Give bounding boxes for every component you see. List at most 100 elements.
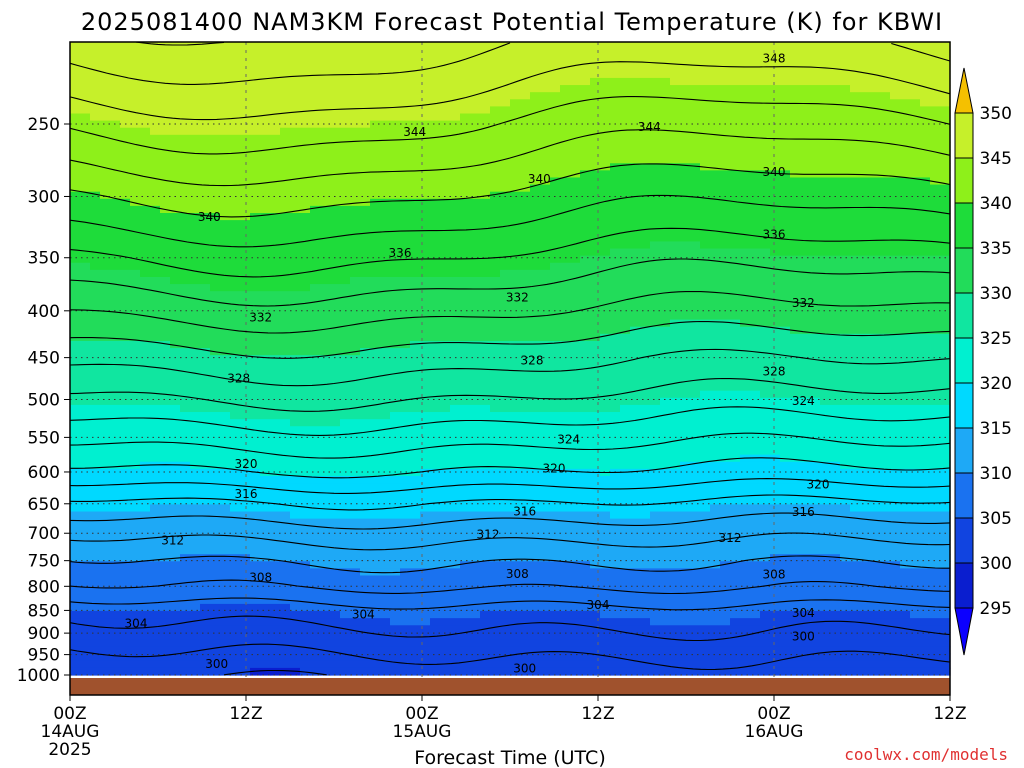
theta-cell (130, 468, 141, 477)
theta-cell (450, 276, 461, 285)
theta-cell (580, 639, 591, 648)
theta-cell (430, 539, 441, 548)
theta-cell (610, 490, 621, 498)
theta-cell (390, 447, 401, 456)
theta-cell (310, 518, 321, 527)
theta-cell (300, 475, 311, 484)
theta-cell (130, 518, 141, 527)
theta-cell (290, 248, 301, 257)
theta-cell (280, 554, 291, 562)
theta-cell (370, 227, 381, 235)
theta-cell (160, 276, 171, 285)
theta-cell (270, 276, 281, 285)
theta-cell (590, 582, 601, 591)
theta-cell (460, 205, 471, 214)
theta-cell (590, 56, 601, 65)
theta-cell (440, 191, 451, 200)
theta-cell (490, 262, 501, 271)
theta-cell (430, 426, 441, 434)
theta-cell (440, 554, 451, 562)
theta-cell (290, 348, 301, 356)
theta-cell (90, 582, 101, 591)
theta-cell (560, 547, 571, 555)
theta-cell (260, 63, 271, 72)
theta-cell (130, 99, 141, 107)
theta-cell (490, 106, 501, 115)
theta-cell (260, 419, 271, 427)
theta-cell (360, 63, 371, 72)
theta-cell (90, 298, 101, 306)
theta-cell (130, 660, 141, 669)
theta-cell (550, 205, 561, 214)
theta-cell (590, 141, 601, 150)
theta-cell (520, 625, 531, 633)
theta-cell (260, 141, 271, 150)
theta-cell (90, 284, 101, 292)
theta-cell (160, 433, 171, 442)
theta-cell (360, 397, 371, 406)
theta-cell (260, 426, 271, 434)
theta-cell (570, 490, 581, 498)
theta-cell (450, 77, 461, 86)
theta-cell (360, 447, 371, 456)
theta-cell (190, 532, 201, 541)
theta-cell (570, 646, 581, 655)
theta-cell (480, 284, 491, 292)
theta-cell (250, 177, 261, 186)
theta-cell (590, 63, 601, 72)
theta-cell (340, 269, 351, 278)
theta-cell (410, 646, 421, 655)
theta-cell (370, 355, 381, 363)
theta-cell (250, 49, 261, 58)
theta-cell (370, 639, 381, 648)
theta-cell (380, 220, 391, 228)
theta-cell (610, 483, 621, 491)
theta-cell (110, 490, 121, 498)
theta-cell (390, 49, 401, 58)
theta-cell (160, 426, 171, 434)
theta-cell (610, 255, 621, 264)
theta-cell (540, 276, 551, 285)
theta-cell (250, 568, 261, 577)
theta-cell (270, 134, 281, 143)
theta-cell (370, 134, 381, 143)
theta-cell (310, 220, 321, 228)
theta-cell (70, 483, 81, 491)
theta-cell (580, 554, 591, 562)
theta-cell (390, 539, 401, 548)
theta-cell (170, 653, 181, 662)
theta-cell (460, 99, 471, 107)
theta-cell (550, 390, 561, 399)
theta-cell (70, 475, 81, 484)
theta-cell (150, 525, 161, 534)
theta-cell (150, 120, 161, 129)
theta-cell (440, 156, 451, 164)
theta-cell (160, 120, 171, 129)
theta-cell (280, 262, 291, 271)
theta-cell (80, 70, 91, 79)
theta-cell (220, 525, 231, 534)
theta-cell (260, 355, 271, 363)
theta-cell (490, 497, 501, 506)
theta-cell (110, 504, 121, 513)
theta-cell (340, 348, 351, 356)
theta-cell (240, 568, 251, 577)
theta-cell (470, 184, 481, 193)
theta-cell (230, 49, 241, 58)
theta-cell (370, 170, 381, 179)
theta-cell (200, 298, 211, 306)
theta-cell (380, 490, 391, 498)
theta-cell (80, 504, 91, 513)
theta-cell (280, 191, 291, 200)
theta-cell (130, 483, 141, 491)
theta-cell (240, 461, 251, 470)
theta-cell (110, 213, 121, 221)
theta-cell (340, 660, 351, 669)
theta-cell (260, 369, 271, 378)
theta-cell (210, 220, 221, 228)
theta-cell (200, 99, 211, 107)
theta-cell (580, 227, 591, 235)
theta-cell (400, 483, 411, 491)
theta-cell (600, 70, 611, 79)
theta-cell (560, 554, 571, 562)
